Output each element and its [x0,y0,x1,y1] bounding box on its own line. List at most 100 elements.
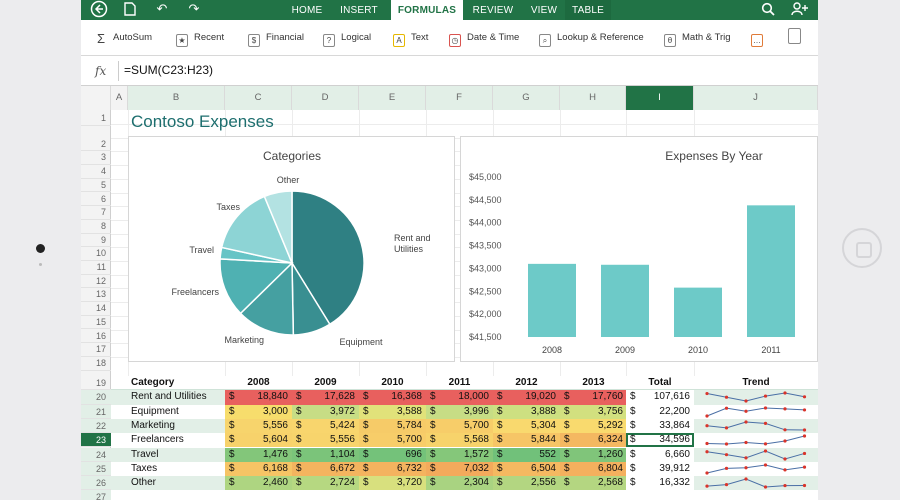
value-cell[interactable]: $2,568 [560,476,627,491]
value-cell[interactable]: $18,000 [426,390,493,405]
row-header-24[interactable]: 24 [81,447,111,462]
column-header-f[interactable]: F [426,86,493,110]
formula-input[interactable]: =SUM(C23:H23) [124,63,214,77]
value-cell[interactable]: $3,996 [426,404,493,419]
column-header-b[interactable]: B [128,86,225,110]
row-header-18[interactable]: 18 [81,357,111,371]
value-cell[interactable]: $2,304 [426,476,493,491]
total-cell[interactable]: $16,332 [626,476,694,491]
row-header-26[interactable]: 26 [81,476,111,491]
more-functions-button[interactable]: … [751,28,769,48]
row-header-9[interactable]: 9 [81,234,111,248]
value-cell[interactable]: $5,556 [225,418,292,434]
row-header-16[interactable]: 16 [81,330,111,344]
tab-review[interactable]: REVIEW [472,5,514,16]
logical-button[interactable]: ? Logical [323,28,371,48]
back-icon[interactable] [87,0,111,20]
header-trend[interactable]: Trend [742,377,770,388]
value-cell[interactable]: $5,784 [359,418,426,434]
value-cell[interactable]: $5,844 [493,433,560,448]
tab-formulas[interactable]: FORMULAS [391,0,463,20]
value-cell[interactable]: $5,424 [292,418,359,434]
function-icon[interactable]: fx [95,64,107,78]
search-icon[interactable] [759,0,777,20]
bar-2010[interactable] [674,287,722,337]
value-cell[interactable]: $2,724 [292,476,359,491]
pie-slice-taxes[interactable] [220,195,294,265]
value-cell[interactable]: $6,504 [493,461,560,477]
value-cell[interactable]: $1,572 [426,447,493,462]
header-total[interactable]: Total [648,377,672,388]
row-header-6[interactable]: 6 [81,193,111,207]
value-cell[interactable]: $2,460 [225,476,292,491]
pie-chart-panel[interactable]: Categories Rent and Utilities Equipment Mar… [128,136,455,362]
column-header-d[interactable]: D [292,86,359,110]
total-cell[interactable]: $107,616 [626,390,694,405]
value-cell[interactable]: $1,104 [292,447,359,462]
row-header-10[interactable]: 10 [81,247,111,261]
tab-table[interactable]: TABLE [565,0,611,20]
total-cell[interactable]: $33,864 [626,418,694,434]
pie-slice-other[interactable] [263,190,293,264]
row-header-11[interactable]: 11 [81,261,111,275]
autosum-button[interactable]: Σ AutoSum [96,31,153,46]
value-cell[interactable]: $19,020 [493,390,560,405]
pie-slice-freelancers[interactable] [219,258,294,315]
row-header-17[interactable]: 17 [81,343,111,357]
value-cell[interactable]: $3,756 [560,404,627,419]
header-year[interactable]: 2011 [448,377,471,388]
total-cell[interactable]: $6,660 [626,447,694,462]
row-header-2[interactable]: 2 [81,138,111,152]
category-cell[interactable]: Marketing [131,419,175,431]
value-cell[interactable]: $1,260 [560,447,627,462]
column-header-a[interactable]: A [111,86,128,110]
header-year[interactable]: 2013 [582,377,605,388]
lookup-reference-button[interactable]: ⌕ Lookup & Reference [539,28,644,48]
row-header-25[interactable]: 25 [81,461,111,477]
pie-slice-marketing[interactable] [239,261,295,336]
value-cell[interactable]: $6,804 [560,461,627,477]
file-icon[interactable] [121,0,139,20]
category-cell[interactable]: Equipment [131,405,179,417]
value-cell[interactable]: $3,720 [359,476,426,491]
column-header-j[interactable]: J [694,86,818,110]
bar-2009[interactable] [601,264,649,337]
worksheet-grid[interactable]: Contoso Expenses Categories Rent and Util… [111,110,818,500]
value-cell[interactable]: $16,368 [359,390,426,405]
financial-button[interactable]: $ Financial [248,28,304,48]
total-cell[interactable]: $34,596 [626,433,694,448]
value-cell[interactable]: $2,556 [493,476,560,491]
column-header-h[interactable]: H [560,86,626,110]
row-header-12[interactable]: 12 [81,275,111,289]
value-cell[interactable]: $6,732 [359,461,426,477]
tab-home[interactable]: HOME [291,5,323,16]
column-header-i[interactable]: I [626,86,694,110]
value-cell[interactable]: $6,324 [560,433,627,448]
text-button[interactable]: A Text [393,28,428,48]
value-cell[interactable]: $5,304 [493,418,560,434]
row-header-13[interactable]: 13 [81,288,111,303]
row-header-19[interactable]: 19 [81,376,111,391]
value-cell[interactable]: $5,556 [292,433,359,448]
sheet-title[interactable]: Contoso Expenses [131,112,274,131]
tab-view[interactable]: VIEW [530,5,558,16]
share-person-icon[interactable] [789,0,811,20]
date-time-button[interactable]: ◷ Date & Time [449,28,519,48]
value-cell[interactable]: $18,840 [225,390,292,405]
value-cell[interactable]: $3,588 [359,404,426,419]
header-year[interactable]: 2012 [515,377,538,388]
bar-2011[interactable] [747,205,795,337]
value-cell[interactable]: $552 [493,447,560,462]
recent-button[interactable]: ★ Recent [176,28,224,48]
value-cell[interactable]: $5,568 [426,433,493,448]
row-header-1[interactable]: 1 [81,112,111,126]
row-header-4[interactable]: 4 [81,165,111,179]
row-header-3[interactable]: 3 [81,151,111,166]
undo-icon[interactable]: ↶ [156,1,168,16]
header-year[interactable]: 2008 [247,377,270,388]
row-header-22[interactable]: 22 [81,418,111,434]
value-cell[interactable]: $5,700 [426,418,493,434]
value-cell[interactable]: $5,700 [359,433,426,448]
column-header-e[interactable]: E [359,86,426,110]
value-cell[interactable]: $3,888 [493,404,560,419]
